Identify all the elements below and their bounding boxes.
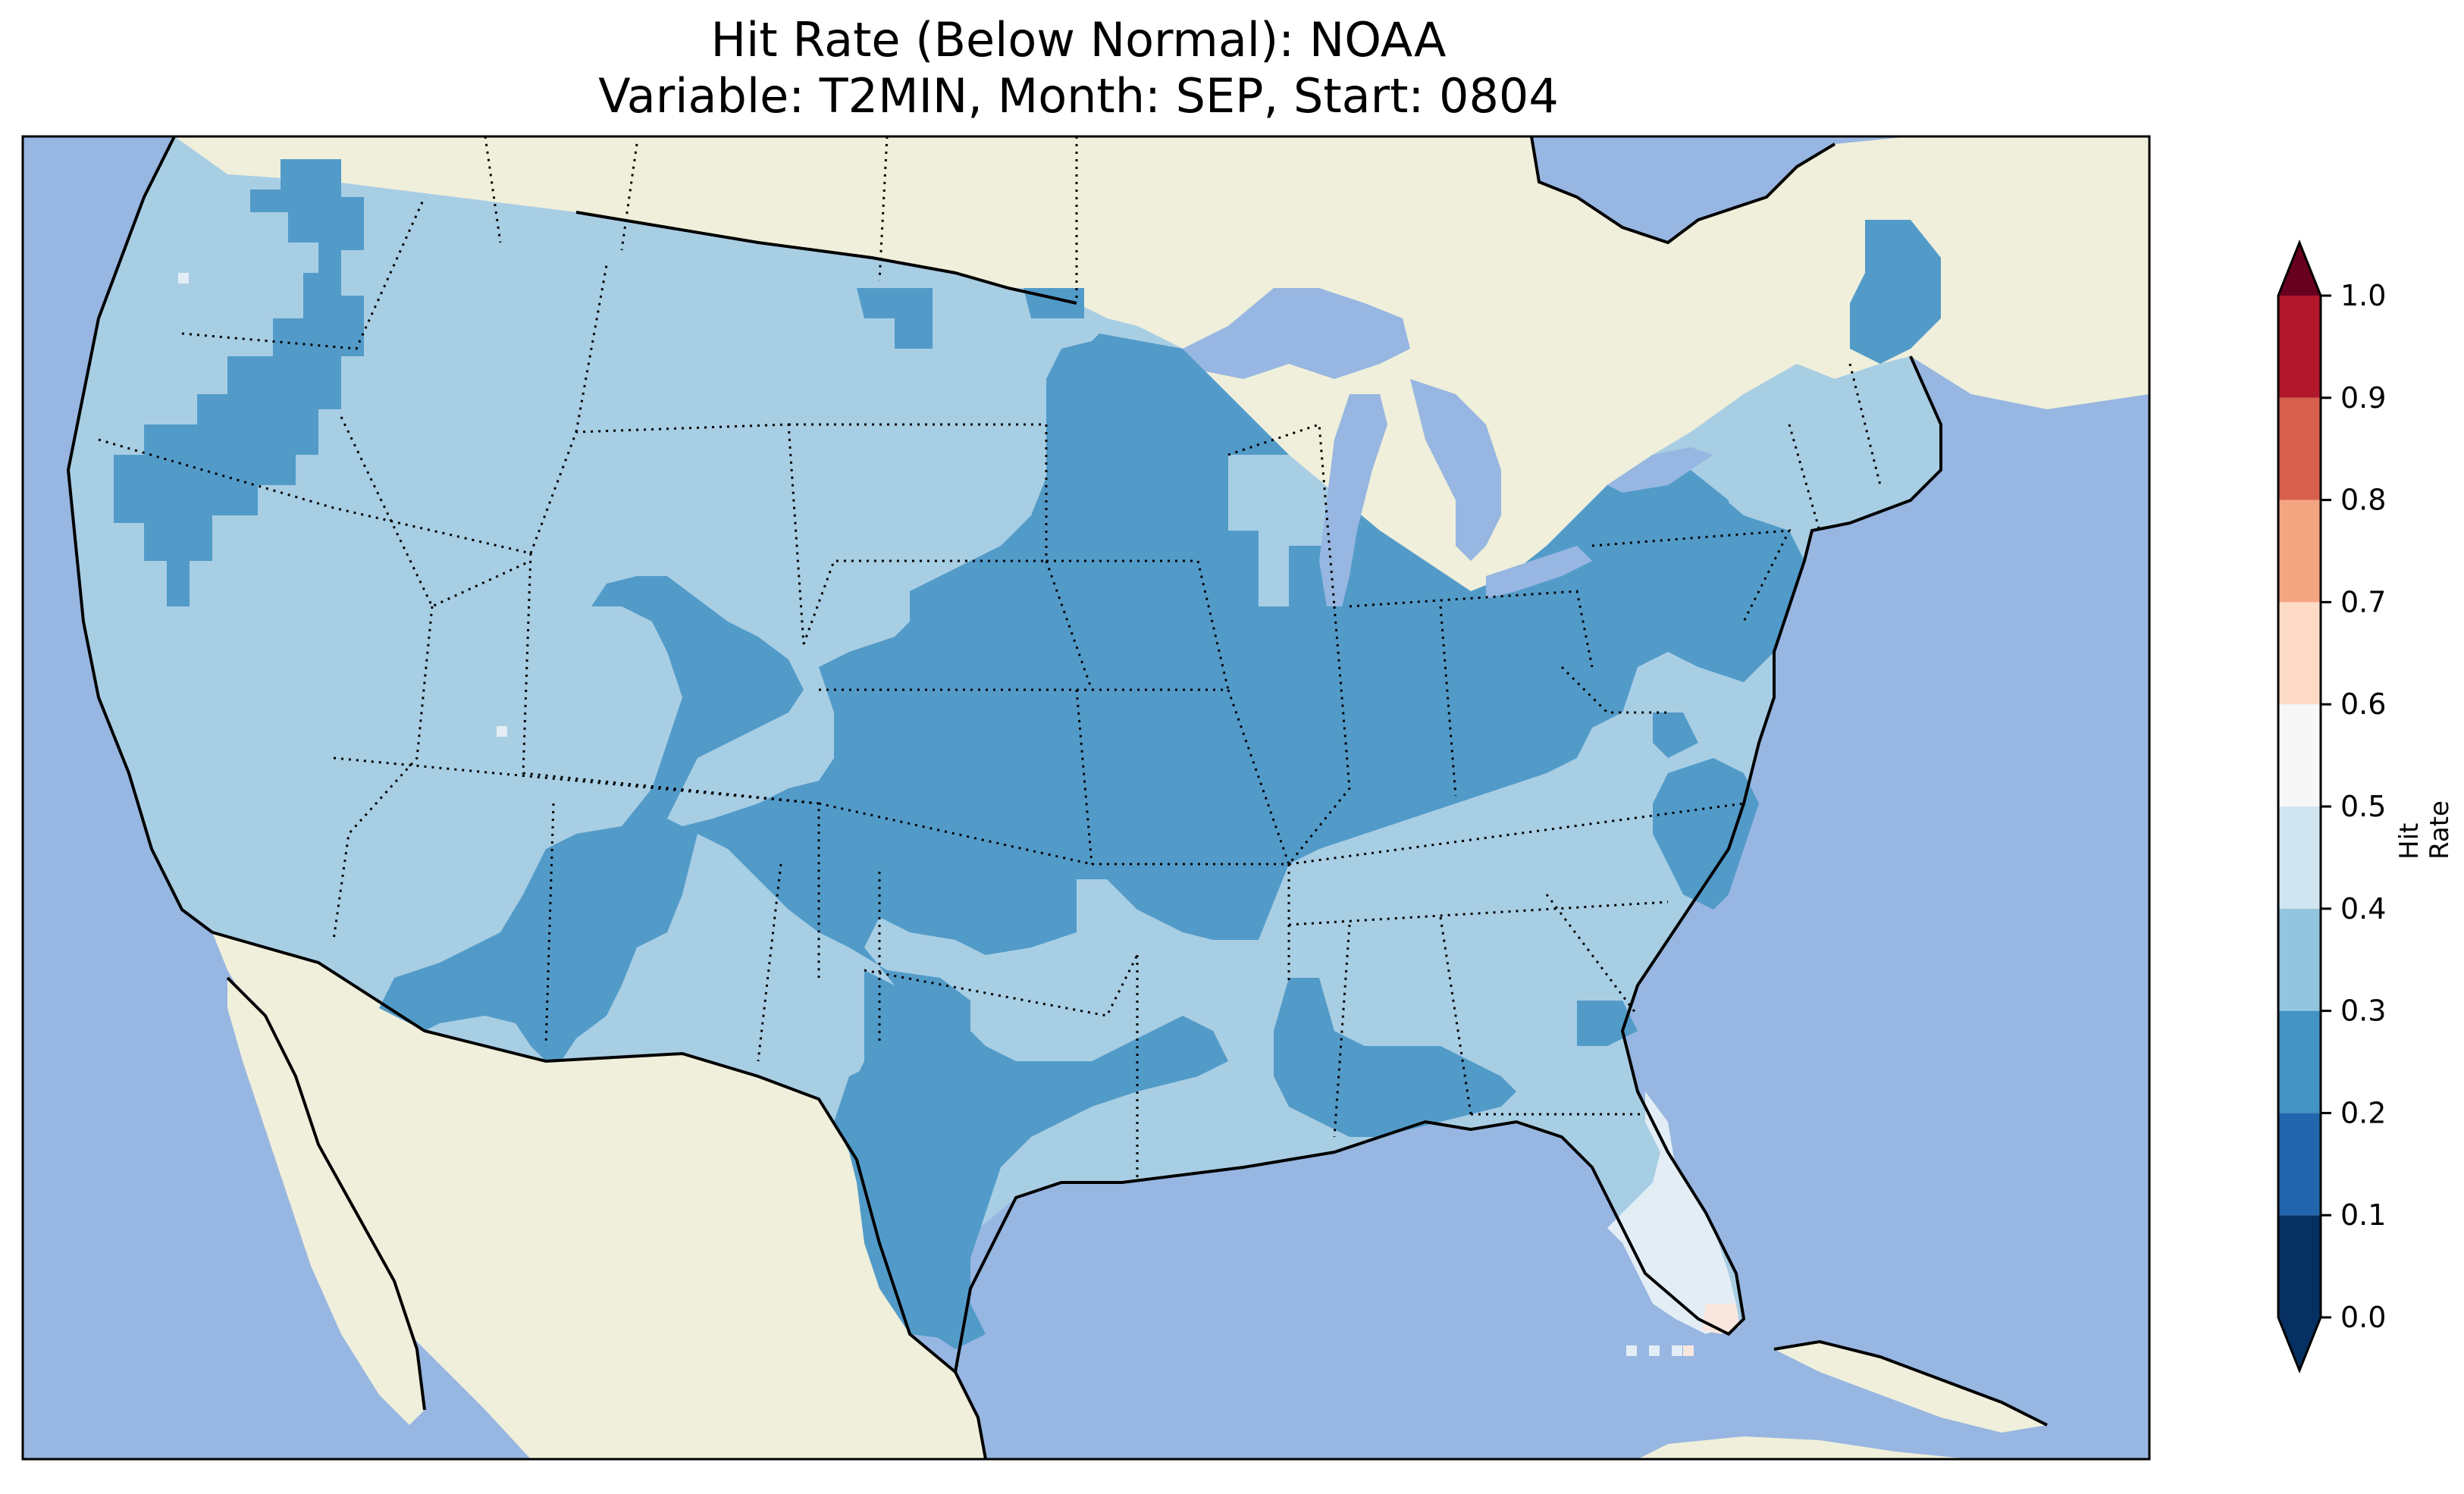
- south-america-coast: [1638, 1436, 1971, 1459]
- colorbar-tick-label: 0.6: [2340, 687, 2386, 721]
- colorbar-segment: [2278, 1010, 2321, 1113]
- hit-rate-0.2-0.3-texas: [849, 970, 1228, 1349]
- hit-rate-0.2-0.3-northeast: [1607, 220, 1941, 561]
- chart-title-line-2: Variable: T2MIN, Month: SEP, Start: 0804: [598, 68, 1559, 124]
- hit-rate-0.4-0.5-oregon-cell: [178, 273, 189, 283]
- colorbar: 0.0 0.1 0.2 0.3 0.4 0.5 0.6 0.7 0.8 0.9 1.0: [2277, 239, 2386, 1374]
- state-borders: [98, 136, 1882, 1182]
- hit-rate-0.2-0.3-central: [379, 288, 1804, 1342]
- colorbar-segments: [2278, 296, 2321, 1317]
- colorbar-segment: [2278, 807, 2321, 909]
- colorbar-tick-label: 0.3: [2340, 994, 2386, 1028]
- colorbar-ticks: 0.0 0.1 0.2 0.3 0.4 0.5 0.6 0.7 0.8 0.9 1.0: [2321, 279, 2386, 1334]
- colorbar-tick-label: 0.2: [2340, 1096, 2386, 1129]
- colorbar-tick-label: 0.0: [2340, 1301, 2386, 1334]
- great-lakes: [1183, 288, 1713, 606]
- colorbar-tick-label: 0.4: [2340, 892, 2386, 926]
- coastlines: [66, 136, 2048, 1459]
- canada-land: [174, 136, 2149, 591]
- colorbar-segment: [2278, 602, 2321, 705]
- chart-title-line-1: Hit Rate (Below Normal): NOAA: [710, 12, 1447, 67]
- hit-rate-0.4-0.5-florida: [1607, 1092, 1736, 1334]
- colorbar-label: Hit Rate: [2394, 800, 2455, 860]
- colorbar-segment: [2278, 500, 2321, 603]
- colorbar-tick-label: 0.5: [2340, 790, 2386, 823]
- cuba: [1774, 1342, 2047, 1433]
- colorbar-tick-label: 0.1: [2340, 1198, 2386, 1232]
- colorbar-segment: [2278, 908, 2321, 1011]
- colorbar-tick-label: 1.0: [2340, 279, 2386, 312]
- colorbar-tick-label: 0.9: [2340, 381, 2386, 415]
- hit-rate-0.5-0.6-keys-cell: [1683, 1345, 1694, 1356]
- hit-rate-0.2-0.3-southeast: [1274, 713, 1759, 1137]
- map-area: [23, 136, 2149, 1459]
- colorbar-segment: [2278, 397, 2321, 500]
- colorbar-segment: [2278, 296, 2321, 398]
- colorbar-tick-label: 0.8: [2340, 484, 2386, 517]
- colorbar-segment: [2278, 1215, 2321, 1317]
- hit-rate-0.4-0.5-keys-cell: [1626, 1345, 1637, 1356]
- colorbar-extend-low: [2278, 1317, 2321, 1370]
- hit-rate-0.4-0.5-keys-cell: [1649, 1345, 1660, 1356]
- colorbar-segment: [2278, 704, 2321, 807]
- colorbar-extend-high: [2278, 243, 2321, 296]
- baja-california: [227, 978, 425, 1425]
- map-frame: [21, 135, 2151, 1461]
- hit-rate-0.4-0.5-keys-cell: [1672, 1345, 1682, 1356]
- colorbar-segment: [2278, 1113, 2321, 1216]
- hit-rate-0.4-0.5-nevada-cell: [497, 726, 507, 737]
- hit-rate-0.2-0.3-pnw: [114, 159, 364, 606]
- colorbar-tick-label: 0.7: [2340, 585, 2386, 619]
